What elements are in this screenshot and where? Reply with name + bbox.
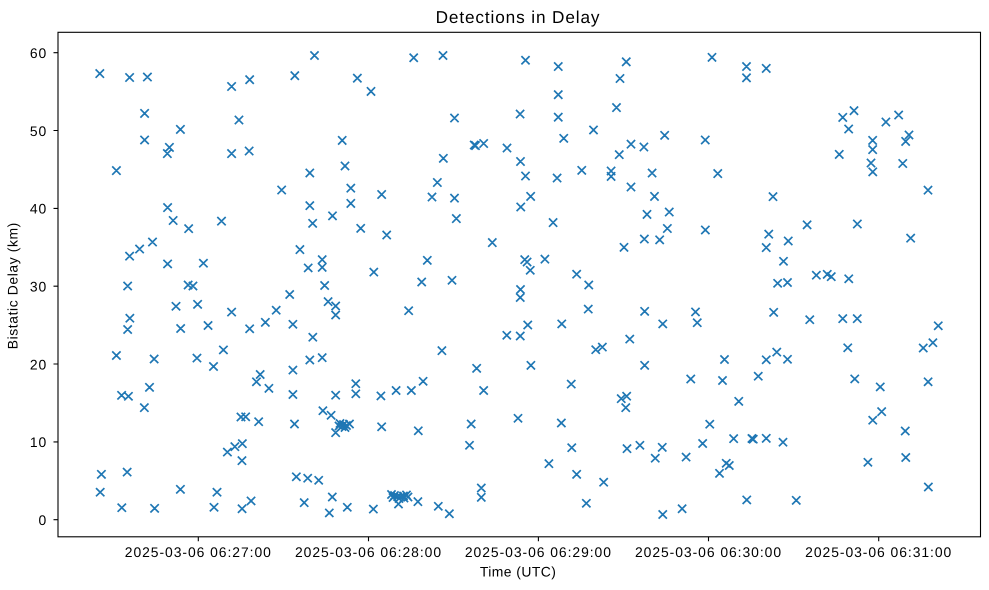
svg-text:50: 50	[30, 123, 47, 139]
svg-text:30: 30	[30, 279, 47, 295]
svg-text:20: 20	[30, 356, 47, 372]
svg-text:0: 0	[39, 512, 48, 528]
svg-text:Detections in Delay: Detections in Delay	[436, 7, 601, 27]
svg-text:2025-03-06 06:28:00: 2025-03-06 06:28:00	[295, 544, 442, 560]
svg-text:10: 10	[30, 434, 47, 450]
svg-text:2025-03-06 06:31:00: 2025-03-06 06:31:00	[805, 544, 952, 560]
svg-text:Time (UTC): Time (UTC)	[480, 563, 557, 579]
svg-text:Bistatic Delay (km): Bistatic Delay (km)	[5, 222, 21, 349]
svg-text:2025-03-06 06:27:00: 2025-03-06 06:27:00	[125, 544, 272, 560]
svg-text:2025-03-06 06:30:00: 2025-03-06 06:30:00	[635, 544, 782, 560]
svg-text:60: 60	[30, 45, 47, 61]
svg-text:2025-03-06 06:29:00: 2025-03-06 06:29:00	[465, 544, 612, 560]
svg-text:40: 40	[30, 201, 47, 217]
